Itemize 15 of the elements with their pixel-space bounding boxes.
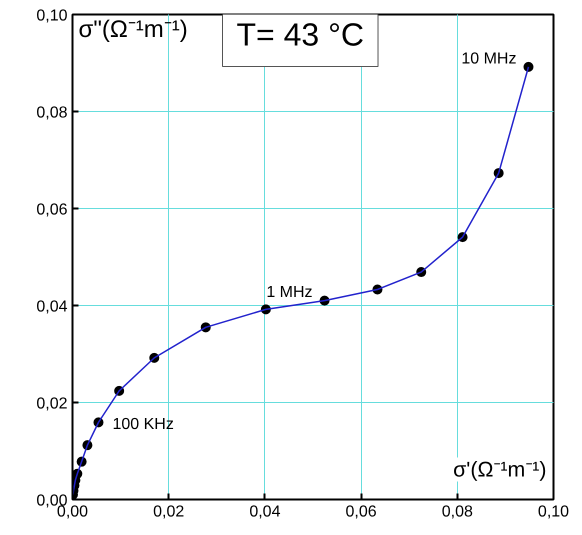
x-tick-label: 0,00 — [56, 504, 88, 520]
x-tick-label: 0,08 — [442, 504, 473, 520]
x-tick-label: 0,04 — [249, 504, 281, 520]
x-tick-label: 0,10 — [538, 504, 570, 520]
annotation: 1 MHz — [266, 284, 313, 302]
x-tick-label: 0,02 — [153, 504, 184, 520]
y-tick-label: 0,06 — [36, 202, 68, 218]
x-tick-label: 0,06 — [346, 504, 377, 520]
y-tick-label: 0,02 — [36, 396, 68, 412]
y-tick-label: 0,10 — [36, 8, 68, 24]
x-axis-title: σ'(Ω⁻¹m⁻¹) — [453, 458, 547, 482]
y-tick-label: 0,08 — [36, 104, 68, 122]
y-tick-label: 0,04 — [36, 298, 68, 316]
annotation: 10 MHz — [461, 50, 516, 68]
annotation: T= 43 °C — [236, 16, 364, 52]
